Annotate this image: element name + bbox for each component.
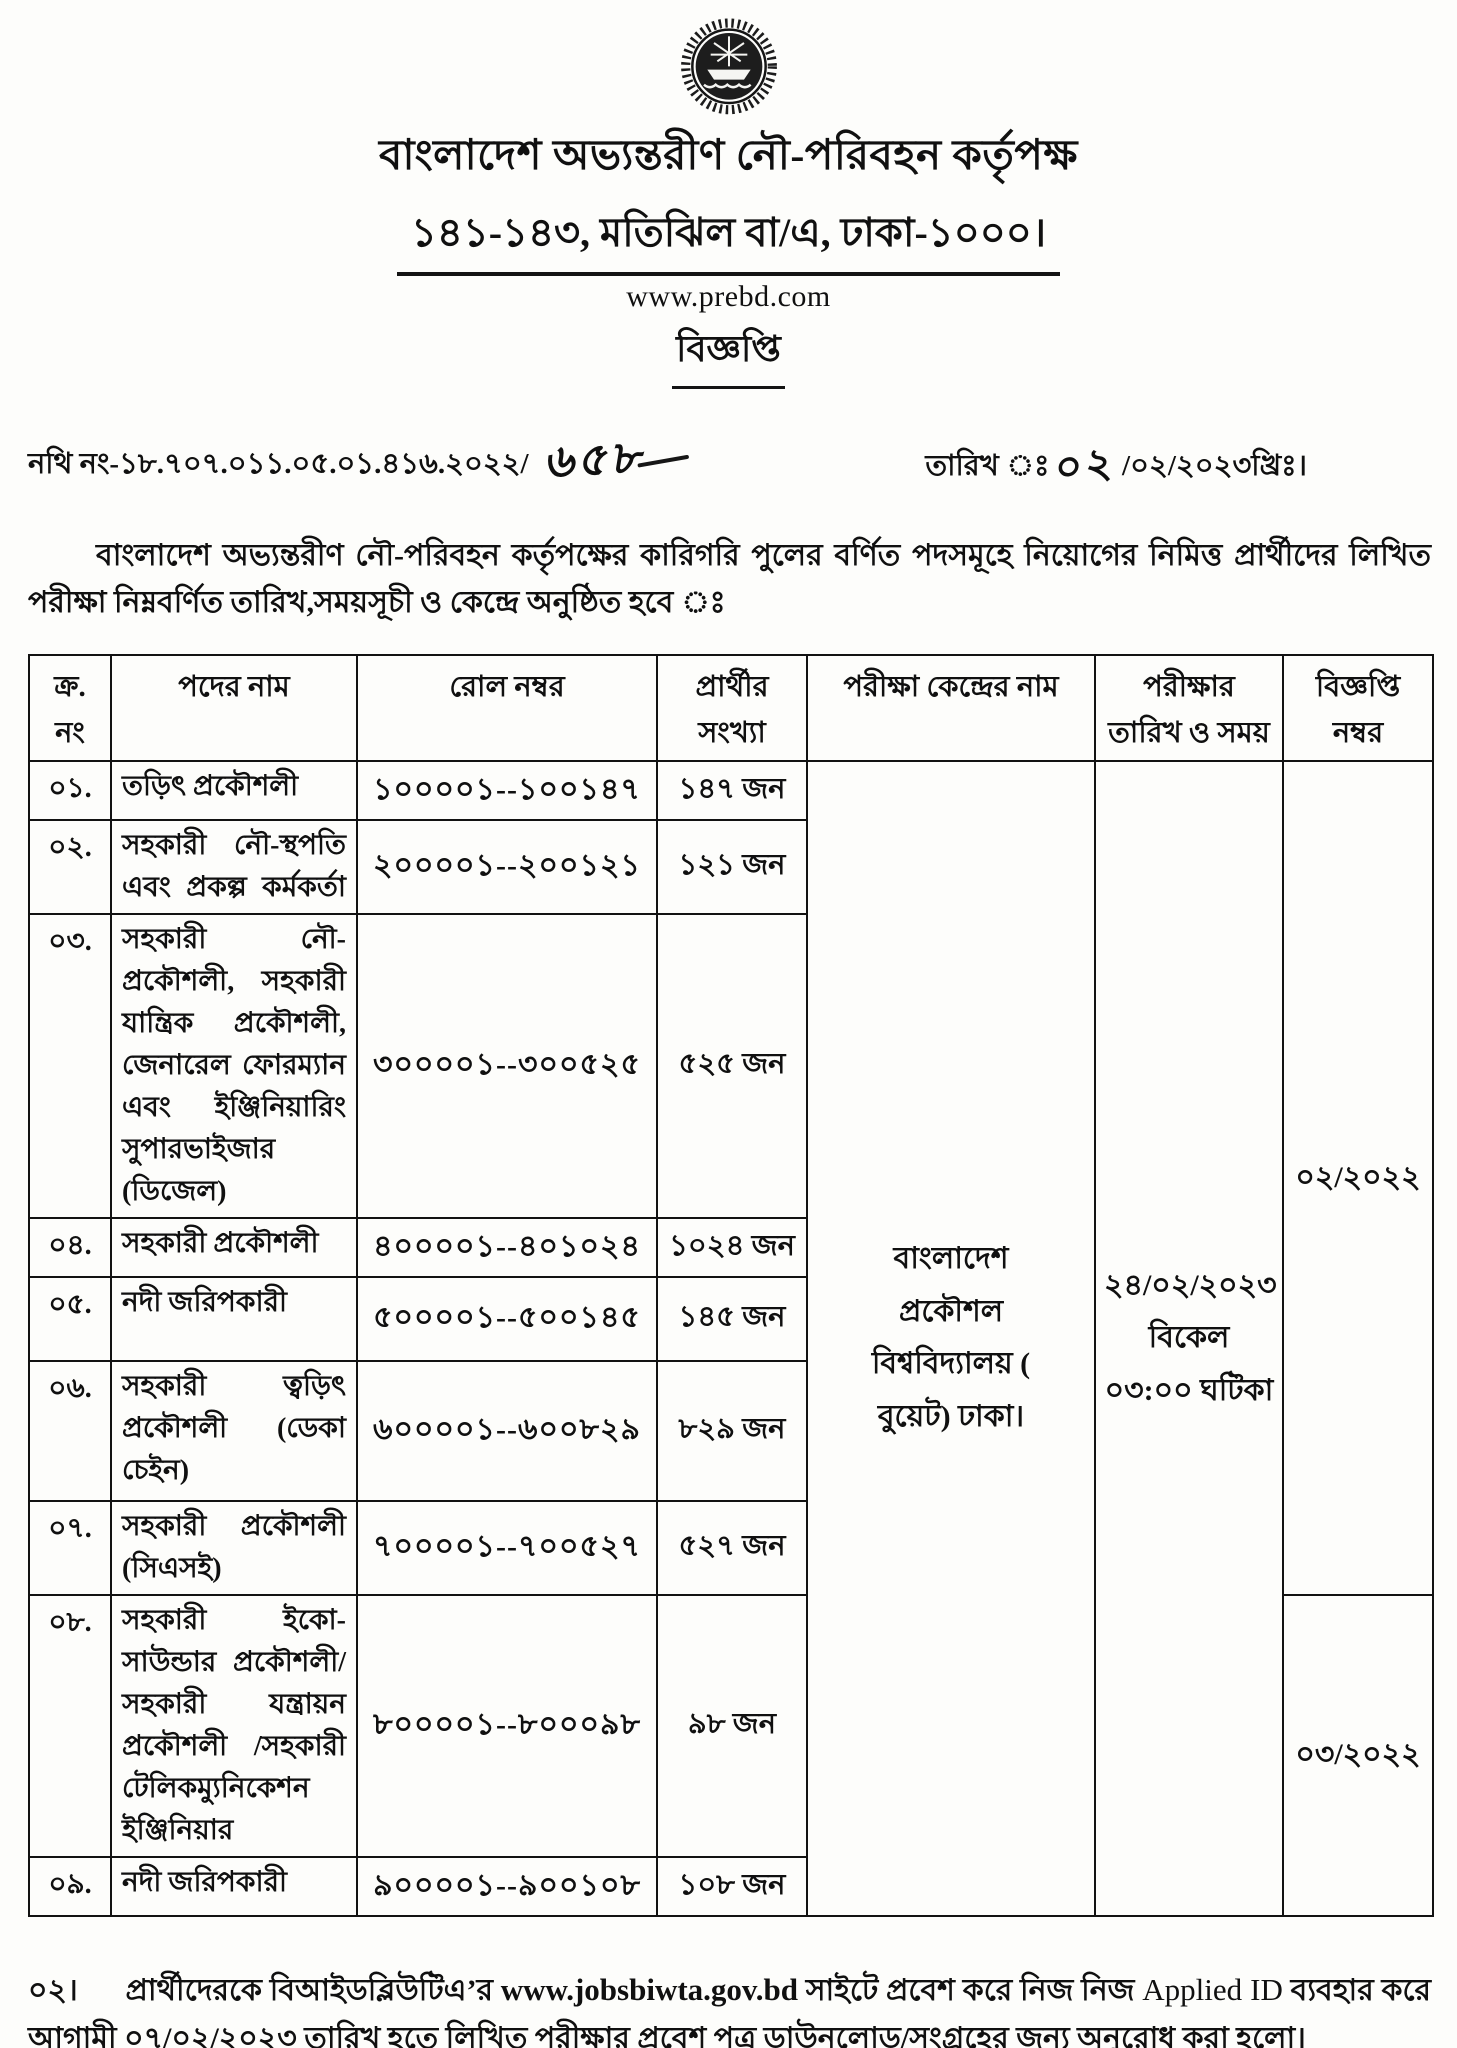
table-row: ০৬. সহকারী ত্বড়িৎ প্রকৌশলী (ডেকা চেইন) … [28,1359,1433,1502]
file-number-handwritten: ৬৫৮ [542,431,651,488]
issue-date-handwritten: ০২ [1055,439,1117,493]
org-seal [0,10,1457,118]
th-candidate-count: প্রার্থীর সংখ্যা [656,654,808,762]
serial-cell: ০৭. [28,1499,112,1596]
notice-number-cell: ০৩/২০২২ [1282,1593,1434,1917]
table-header-row: ক্র. নং পদের নাম রোল নম্বর প্রার্থীর সংখ… [28,654,1434,762]
candidate-count-cell: ১৪৫ জন [656,1275,808,1362]
exam-time-label: বিকেল [1148,1321,1230,1355]
org-address: ১৪১-১৪৩, মতিঝিল বা/এ, ঢাকা-১০০০। [0,201,1457,276]
roll-range-cell: ৫০০০০১--৫০০১৪৫ [356,1275,658,1362]
candidate-count-cell: ১০৮ জন [656,1855,808,1917]
post-name-cell: সহকারী ইকো-সাউন্ডার প্রকৌশলী/ সহকারী যন্… [110,1593,358,1858]
candidate-count-cell: ৯৮ জন [656,1593,808,1858]
site-watermark: www.prebd.com [626,280,831,313]
serial-cell: ০৯. [28,1855,112,1917]
candidate-count-cell: ১২১ জন [656,818,808,915]
roll-range-cell: ২০০০০১--২০০১২১ [356,818,658,915]
exam-date: ২৪/০২/২০২৩ [1104,1268,1277,1302]
instruction-seg3: ব্যবহার করে আগামী ০৭/০২/২০২৩ তারিখ হতে ল… [28,1973,1432,2048]
th-roll-number: রোল নম্বর [356,654,658,762]
candidate-count-cell: ৫২৫ জন [656,912,808,1219]
roll-range-cell: ৬০০০০১--৬০০৮২৯ [356,1359,658,1502]
paragraph-number: ০২। [28,1973,78,2007]
issue-date: তারিখ ঃ ০২/০২/২০২৩খ্রিঃ। [925,428,1307,499]
table-row: ০১. তড়িৎ প্রকৌশলী ১০০০০১--১০০১৪৭ ১৪৭ জন… [28,759,1434,1917]
table-row: ০৪. সহকারী প্রকৌশলী ৪০০০০১--৪০১০২৪ ১০২৪ … [28,1216,1433,1278]
file-number-label: নথি নং-১৮.৭০৭.০১১.০৫.০১.৪১৬.২০২২/ [28,448,529,480]
exam-datetime-cell: ২৪/০২/২০২৩ বিকেল ০৩:০০ ঘটিকা [1094,759,1284,1917]
instruction-paragraph: ০২। প্রার্থীদেরকে বিআইডব্লিউটিএ’র www.jo… [28,1965,1431,2048]
serial-cell: ০২. [28,818,112,915]
post-name-cell: তড়িৎ প্রকৌশলী [110,759,358,821]
roll-range-cell: ১০০০০১--১০০১৪৭ [356,759,658,821]
serial-cell: ০৪. [28,1216,112,1278]
org-name: বাংলাদেশ অভ্যন্তরীণ নৌ-পরিবহন কর্তৃপক্ষ [379,133,1078,179]
serial-cell: ০১. [28,759,112,821]
table-row: ০৩. সহকারী নৌ-প্রকৌশলী, সহকারী যান্ত্রিক… [28,912,1433,1219]
roll-range-cell: ৭০০০০১--৭০০৫২৭ [356,1499,658,1596]
th-post-name: পদের নাম [110,654,358,762]
instruction-seg2: সাইটে প্রবেশ করে নিজ নিজ [805,1973,1135,2007]
roll-range-cell: ৩০০০০১--৩০০৫২৫ [356,912,658,1219]
serial-cell: ০৬. [28,1359,112,1502]
biwta-seal-icon [680,18,777,115]
th-exam-center: পরীক্ষা কেন্দ্রের নাম [806,654,1096,762]
applied-id-text: Applied ID [1142,1971,1283,2007]
serial-cell: ০৩. [28,912,112,1219]
post-name-cell: নদী জরিপকারী [110,1275,358,1362]
document-header: বাংলাদেশ অভ্যন্তরীণ নৌ-পরিবহন কর্তৃপক্ষ … [0,10,1457,389]
candidate-count-cell: ১৪৭ জন [656,759,808,821]
serial-cell: ০৫. [28,1275,112,1362]
exam-center-cell: বাংলাদেশ প্রকৌশল বিশ্ববিদ্যালয় ( বুয়েট… [806,759,1096,1917]
instruction-seg1: প্রার্থীদেরকে বিআইডব্লিউটিএ’র [125,1973,493,2007]
post-name-cell: সহকারী নৌ-স্থপতি এবং প্রকল্প কর্মকর্তা [110,818,358,915]
exam-time: ০৩:০০ ঘটিকা [1104,1373,1274,1407]
issue-date-label: তারিখ ঃ [925,450,1050,482]
table-row: ০৯. নদী জরিপকারী ৯০০০০১--৯০০১০৮ ১০৮ জন [28,1855,1433,1917]
post-name-cell: সহকারী প্রকৌশলী (সিএসই) [110,1499,358,1596]
org-address-text: ১৪১-১৪৩, মতিঝিল বা/এ, ঢাকা-১০০০। [396,201,1061,276]
table-row: ০২. সহকারী নৌ-স্থপতি এবং প্রকল্প কর্মকর্… [28,818,1433,915]
roll-range-cell: ৮০০০০১--৮০০০৯৮ [356,1593,658,1858]
candidate-count-cell: ৮২৯ জন [656,1359,808,1502]
jobs-site-url: www.jobsbiwta.gov.bd [500,1971,798,2007]
notice-title: বিজ্ঞপ্তি [0,322,1457,389]
th-exam-datetime: পরীক্ষার তারিখ ও সময় [1094,654,1284,762]
table-row: ০৫. নদী জরিপকারী ৫০০০০১--৫০০১৪৫ ১৪৫ জন [28,1275,1433,1362]
th-notice-number: বিজ্ঞপ্তি নম্বর [1282,654,1434,762]
table-row: ০৮. সহকারী ইকো-সাউন্ডার প্রকৌশলী/ সহকারী… [28,1593,1434,1917]
post-name-cell: সহকারী নৌ-প্রকৌশলী, সহকারী যান্ত্রিক প্র… [110,912,358,1219]
candidate-count-cell: ৫২৭ জন [656,1499,808,1596]
serial-cell: ০৮. [28,1593,112,1858]
issue-date-rest: /০২/২০২৩খ্রিঃ। [1122,450,1307,482]
file-number: নথি নং-১৮.৭০৭.০১১.০৫.০১.৪১৬.২০২২/৬৫৮ [28,423,691,499]
post-name-cell: নদী জরিপকারী [110,1855,358,1917]
table-row: ০৭. সহকারী প্রকৌশলী (সিএসই) ৭০০০০১--৭০০৫… [28,1499,1433,1596]
notice-number-cell: ০২/২০২২ [1282,759,1434,1596]
post-name-cell: সহকারী ত্বড়িৎ প্রকৌশলী (ডেকা চেইন) [110,1359,358,1502]
meta-row: নথি নং-১৮.৭০৭.০১১.০৫.০১.৪১৬.২০২২/৬৫৮ তার… [0,389,1457,499]
post-name-cell: সহকারী প্রকৌশলী [110,1216,358,1278]
intro-paragraph: বাংলাদেশ অভ্যন্তরীণ নৌ-পরিবহন কর্তৃপক্ষে… [28,539,1431,619]
roll-range-cell: ৪০০০০১--৪০১০২৪ [356,1216,658,1278]
candidate-count-cell: ১০২৪ জন [656,1216,808,1278]
exam-schedule-table: ক্র. নং পদের নাম রোল নম্বর প্রার্থীর সংখ… [28,654,1434,1917]
roll-range-cell: ৯০০০০১--৯০০১০৮ [356,1855,658,1917]
th-serial: ক্র. নং [28,654,112,762]
notice-title-text: বিজ্ঞপ্তি [672,322,785,389]
